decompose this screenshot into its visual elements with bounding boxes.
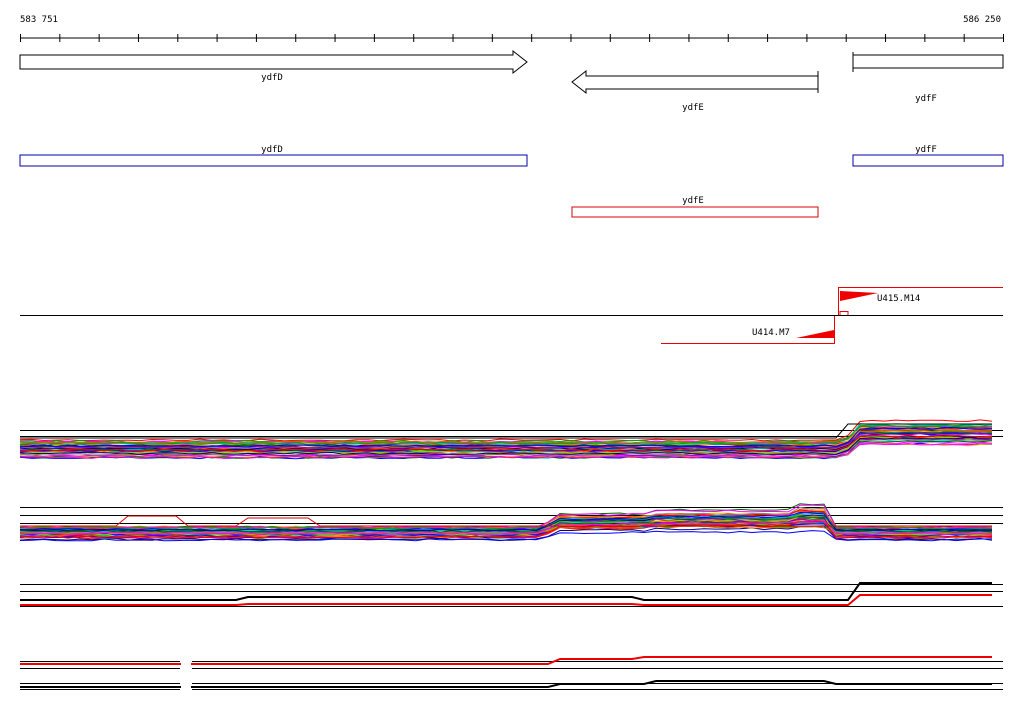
gene-box[interactable] [571,206,819,218]
feature-label: U414.M7 [752,328,790,338]
expression-profile [19,419,993,442]
expression-profile [19,530,993,542]
features [661,287,1003,344]
gene-label: ydfF [915,94,937,104]
feature-triangle [796,330,834,338]
expression-profile [19,520,993,536]
expression-profile [19,426,993,448]
gene-label: ydfF [915,145,937,155]
feature-line [839,311,849,315]
expression-profile [20,515,992,527]
track-gap [181,655,191,695]
gene-arrows [19,49,1004,95]
expression-profile [19,437,993,455]
gene-label: ydfD [261,145,283,155]
expression-profile [19,504,993,529]
expression-profile [19,425,993,446]
feature-label: U415.M14 [877,294,920,304]
gene-box[interactable] [852,154,1004,167]
gene-arrow[interactable] [853,54,1004,69]
expression-profile [19,434,993,452]
gene-arrow[interactable] [19,49,528,75]
expression-profile [20,594,992,606]
expression-profile [19,432,993,449]
expression-profile [19,520,993,539]
expression-tracks [19,419,1003,695]
feature-line [838,287,1003,315]
gene-arrow[interactable] [571,69,819,95]
expression-profile [20,423,992,439]
ruler-end: 586 250 [963,15,1001,25]
gene-label: ydfE [682,196,704,206]
feature-triangle [840,291,878,301]
ruler-start: 583 751 [20,15,58,25]
gene-label: ydfE [682,103,704,113]
gene-box[interactable] [19,154,528,167]
gene-label: ydfD [261,73,283,83]
expression-profile [20,582,992,601]
expression-profile [19,442,992,459]
feature-line [661,316,835,344]
ruler-ticks [20,34,1004,42]
expression-profile [20,511,992,532]
